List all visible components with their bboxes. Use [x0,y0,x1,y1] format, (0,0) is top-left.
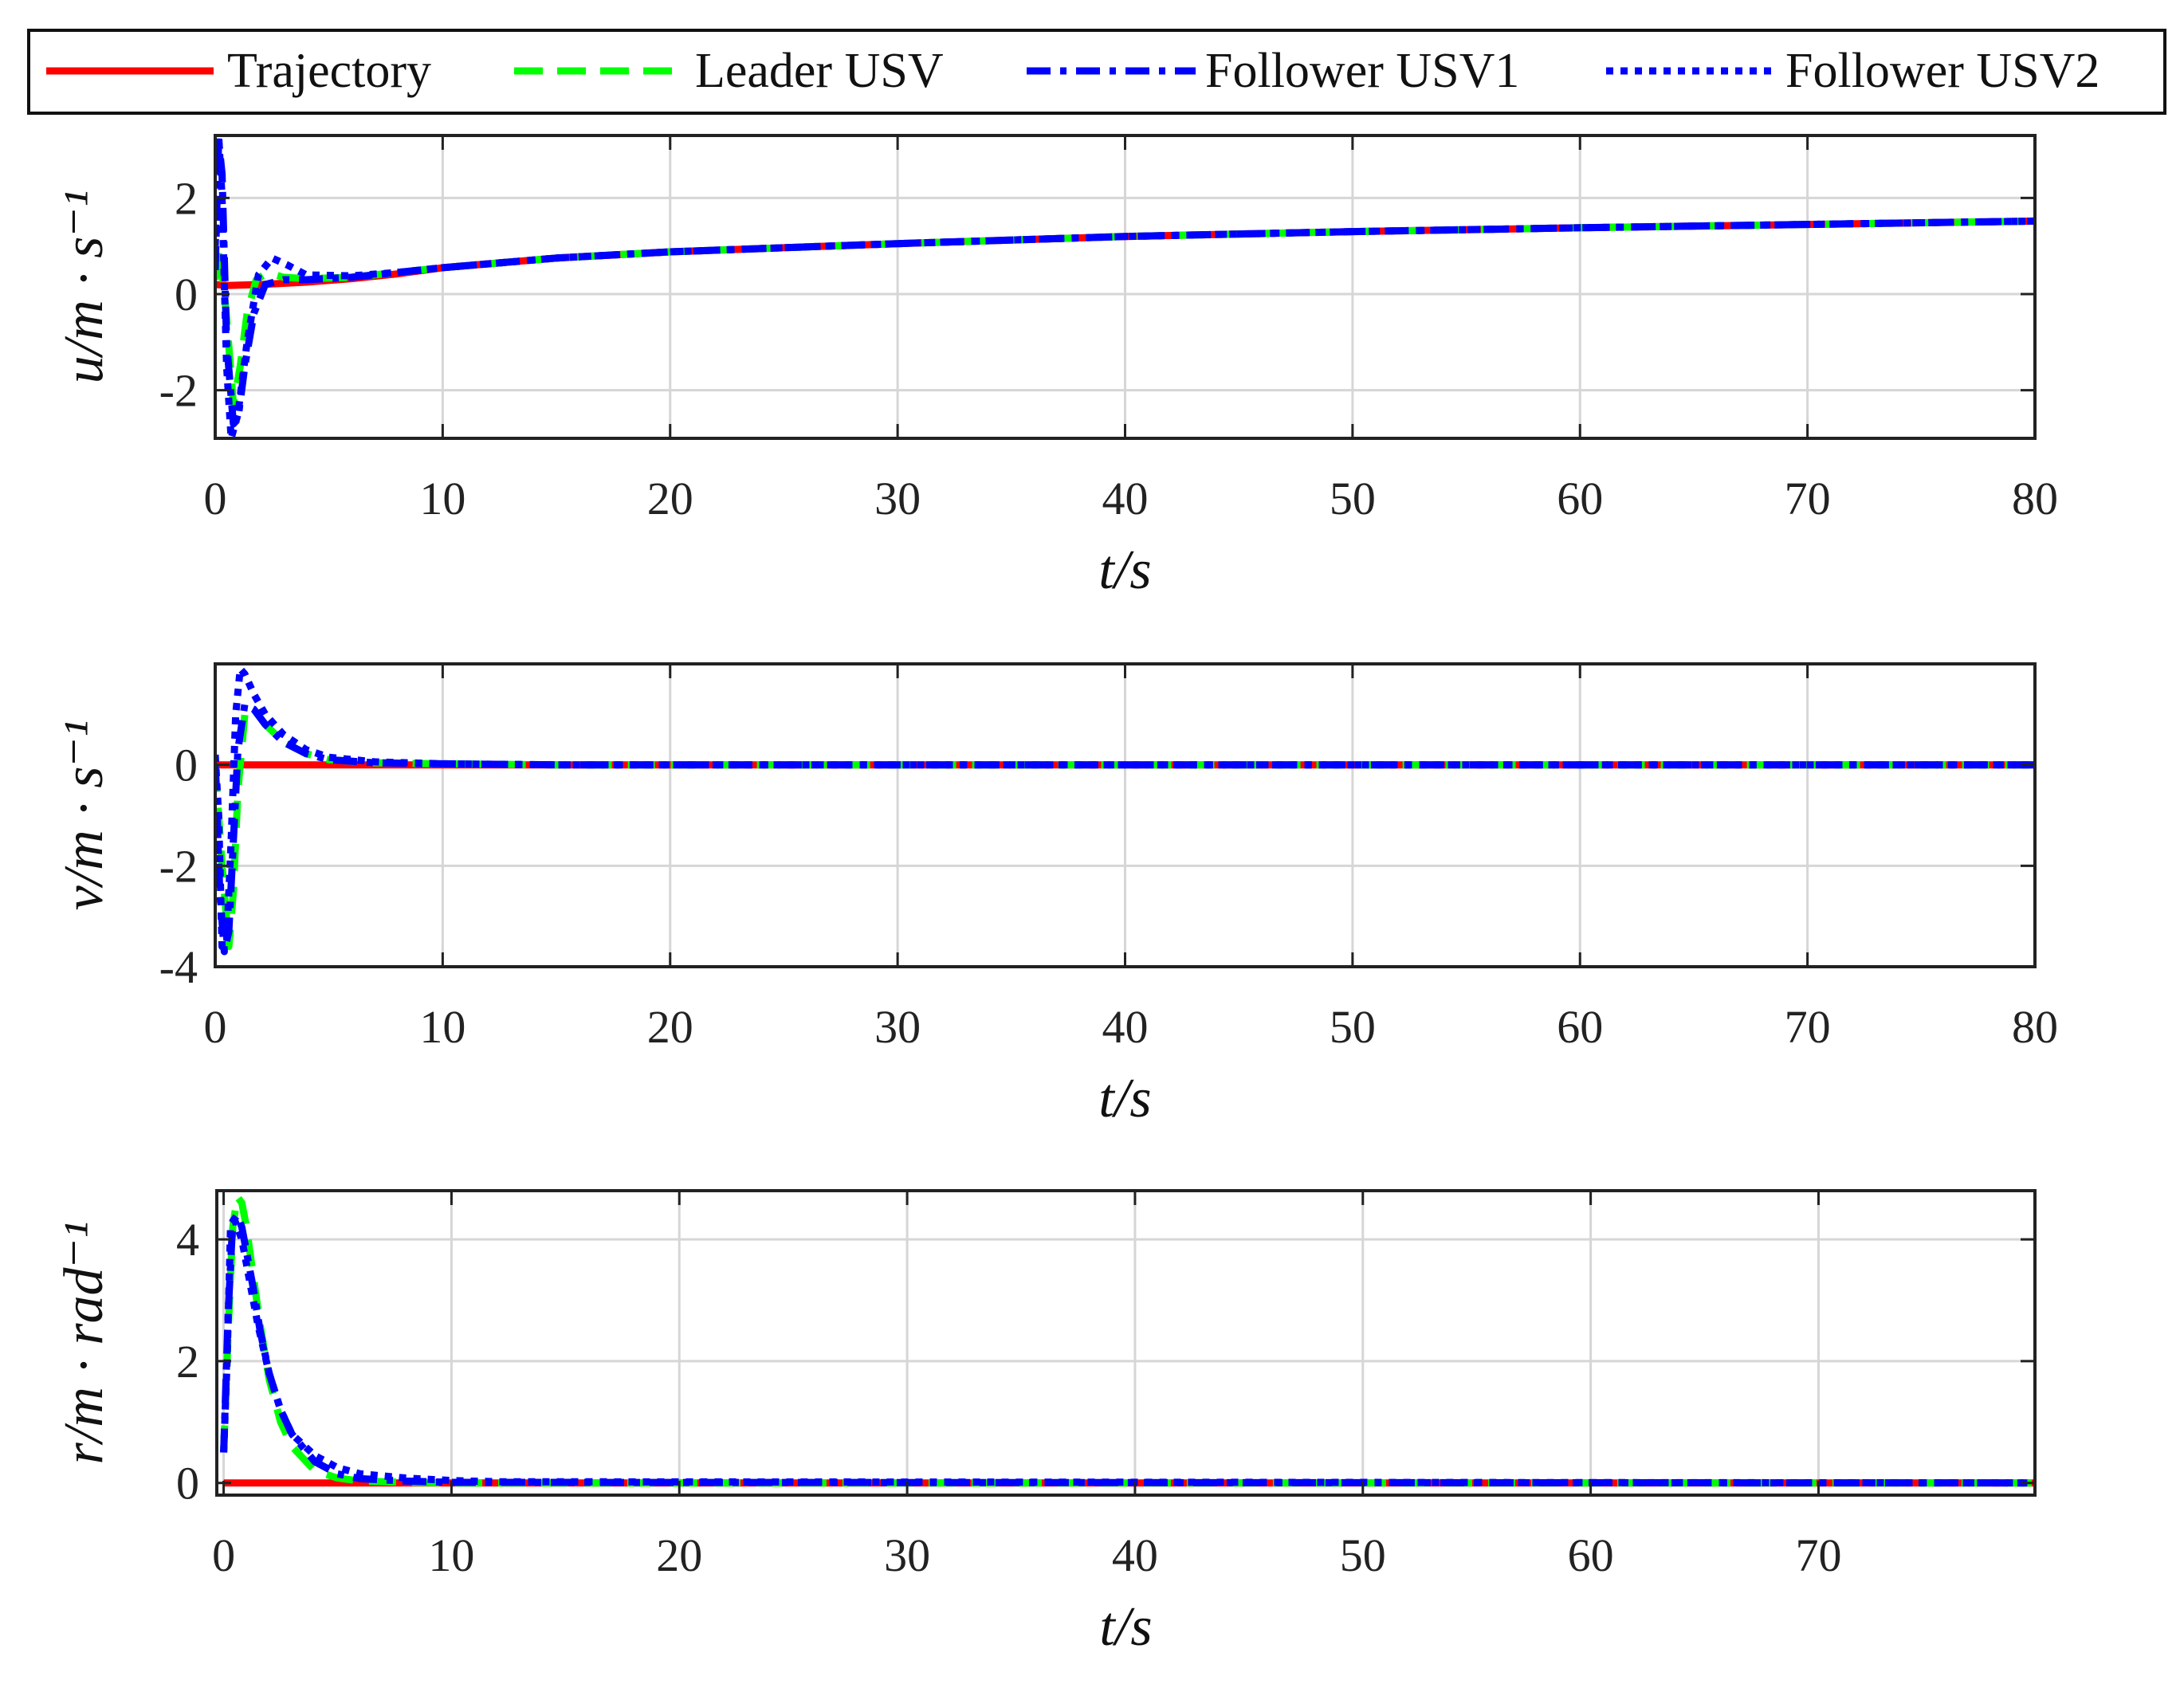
series-line-follower-usv2 [215,665,2035,951]
y-tick-label: -2 [159,840,198,892]
x-tick-label: 60 [1557,1001,1603,1053]
x-tick-label: 20 [647,1001,693,1053]
y-tick-label: 0 [175,740,198,791]
y-axis-label: u/m · s⁻¹ [53,190,115,384]
legend-label-follower-usv1: Follower USV1 [1205,44,1519,98]
legend-label-trajectory: Trajectory [227,44,431,98]
y-tick-label: 0 [175,269,198,320]
x-tick-label: 0 [204,1001,227,1053]
x-tick-label: 40 [1112,1529,1158,1581]
y-axis-label: r/m · rad⁻¹ [53,1222,115,1465]
x-tick-label: 20 [656,1529,702,1581]
legend-label-leader-usv: Leader USV [695,44,944,98]
plot-area [217,1191,2035,1495]
legend: Trajectory Leader USV Follower USV1 Foll… [27,29,2166,115]
x-tick-label: 70 [1795,1529,1841,1581]
x-tick-label: 50 [1340,1529,1386,1581]
series-line-follower-usv1 [215,136,2035,428]
x-tick-label: 30 [884,1529,930,1581]
y-tick-label: 4 [176,1214,199,1266]
x-tick-label: 10 [419,1001,465,1053]
panel-u: 0 10 20 30 40 50 60 70 80 -2 0 2 t/s u/m · s⁻¹ [53,134,2058,601]
x-axis-label: t/s [1098,540,1151,601]
x-tick-label: 40 [1102,1001,1149,1053]
y-tick-label: -4 [159,941,198,993]
x-tick-label: 40 [1102,473,1149,524]
y-tick-label: -2 [159,365,198,417]
x-tick-label: 20 [647,473,693,524]
axes-frame [215,1189,2037,1497]
x-tick-label: 60 [1557,473,1603,524]
x-tick-label: 50 [1330,473,1376,524]
panel-r: 0 10 20 30 40 50 60 70 0 2 4 t/s r/m · rad⁻¹ [53,1189,2037,1658]
x-axis-label: t/s [1098,1068,1151,1129]
y-tick-label: 2 [176,1336,199,1388]
x-tick-label: 80 [2012,1001,2058,1053]
x-tick-label: 70 [1785,473,1831,524]
x-tick-label: 60 [1568,1529,1614,1581]
x-tick-label: 0 [212,1529,235,1581]
x-tick-label: 30 [874,473,921,524]
series-line-follower-usv1 [220,1211,2035,1487]
x-tick-label: 50 [1330,1001,1376,1053]
x-axis-label: t/s [1099,1596,1152,1658]
y-axis-label: v/m · s⁻¹ [53,720,115,911]
x-tick-label: 0 [204,473,227,524]
series-line-follower-usv2 [220,1217,2035,1487]
panel-v: 0 10 20 30 40 50 60 70 80 -4 -2 0 t/s v/m · s⁻¹ [53,662,2058,1129]
series-line-follower-usv1 [215,701,2035,956]
y-tick-label: 2 [175,172,198,224]
x-tick-label: 80 [2012,473,2058,524]
x-tick-label: 10 [419,473,465,524]
x-tick-label: 10 [428,1529,474,1581]
legend-label-follower-usv2: Follower USV2 [1785,44,2100,98]
x-tick-label: 30 [874,1001,921,1053]
x-tick-label: 70 [1785,1001,1831,1053]
y-tick-label: 0 [176,1458,199,1509]
series-line-follower-usv2 [215,135,2035,438]
